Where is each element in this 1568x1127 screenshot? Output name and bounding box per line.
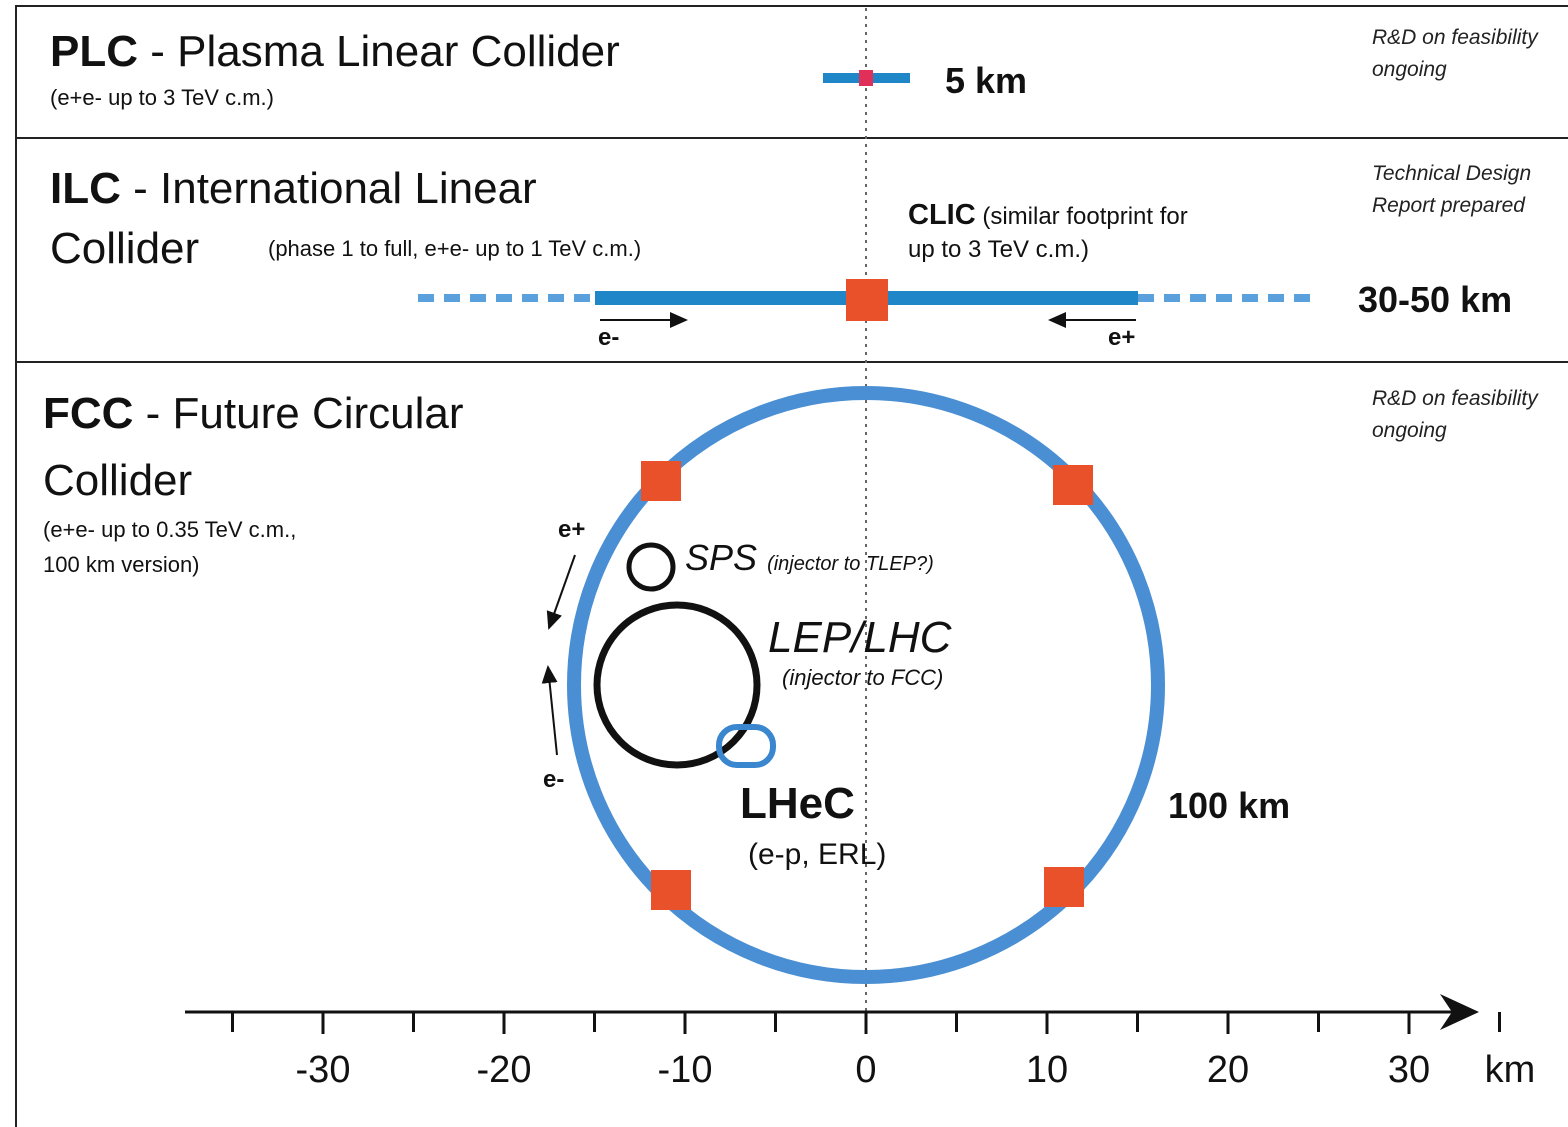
lhc-ring — [593, 601, 761, 769]
ring-name: LHeC — [740, 779, 855, 828]
arrow — [541, 665, 558, 756]
ring-name: SPS — [685, 537, 757, 578]
axis-unit: km — [1485, 1049, 1536, 1091]
tick-label: 0 — [855, 1049, 876, 1091]
name: Collider — [43, 456, 192, 505]
length: 5 km — [945, 60, 1027, 101]
ip — [641, 461, 681, 501]
note: (e+e- up to 0.35 TeV c.m., — [43, 517, 296, 542]
length: 100 km — [1168, 785, 1290, 826]
length: 30-50 km — [1358, 279, 1512, 320]
tick-label: -10 — [658, 1049, 713, 1091]
ip — [1053, 465, 1093, 505]
note: (e+e- up to 3 TeV c.m.) — [50, 85, 274, 110]
panel-title: PLC - Plasma Linear Collider — [50, 27, 620, 76]
abbr: PLC — [50, 27, 138, 76]
name: - Future Circular — [146, 389, 464, 438]
clic-text: (similar footprint for — [982, 203, 1187, 230]
note: 100 km version) — [43, 552, 200, 577]
abbr: FCC — [43, 389, 133, 438]
panel-title: ILC - International Linear — [50, 164, 537, 213]
beam-label: e+ — [558, 516, 585, 543]
ip — [859, 70, 873, 86]
tick-label: 20 — [1207, 1049, 1249, 1091]
beam-label: e+ — [1108, 324, 1135, 351]
fcc-ring — [567, 386, 1165, 984]
beam-label: e- — [543, 766, 564, 793]
arrow — [546, 554, 576, 630]
status: ongoing — [1372, 419, 1447, 442]
abbr: CLIC — [908, 199, 976, 231]
beam-label: e- — [598, 324, 619, 351]
ring-label: SPS (injector to TLEP?) — [685, 537, 934, 578]
tick-label: -20 — [477, 1049, 532, 1091]
ring-note: (e-p, ERL) — [748, 838, 886, 871]
ip — [1044, 867, 1084, 907]
status: Report prepared — [1372, 194, 1526, 217]
tick-label: -30 — [296, 1049, 351, 1091]
tick-label: 30 — [1388, 1049, 1430, 1091]
status: Technical Design — [1372, 162, 1531, 185]
ring-note: (injector to TLEP?) — [767, 553, 934, 575]
ring-name: LEP/LHC — [768, 613, 953, 662]
axis-ticks: -30 -20 -10 0 10 20 30 — [231, 1012, 1501, 1091]
status: R&D on feasibility — [1372, 26, 1539, 49]
clic: CLIC (similar footprint for — [908, 199, 1188, 231]
ring-note: (injector to FCC) — [782, 665, 943, 690]
panel-title: FCC - Future Circular — [43, 389, 464, 438]
note: (phase 1 to full, e+e- up to 1 TeV c.m.) — [268, 236, 641, 261]
frame — [15, 5, 1568, 1127]
status: ongoing — [1372, 58, 1447, 81]
lhec-ring — [716, 724, 776, 768]
ip — [651, 870, 691, 910]
clic-text: up to 3 TeV c.m.) — [908, 236, 1089, 263]
tick-label: 10 — [1026, 1049, 1068, 1091]
sps-ring — [626, 542, 676, 592]
name: - International Linear — [133, 164, 537, 213]
ip — [846, 279, 888, 321]
name: - Plasma Linear Collider — [150, 27, 620, 76]
abbr: ILC — [50, 164, 121, 213]
name: Collider — [50, 224, 199, 273]
status: R&D on feasibility — [1372, 387, 1539, 410]
